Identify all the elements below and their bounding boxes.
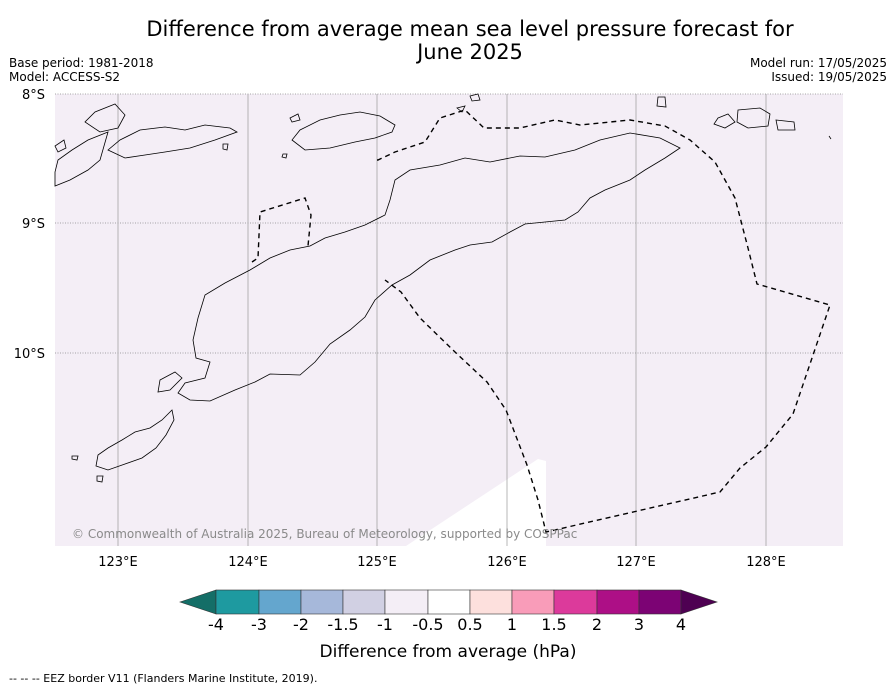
colorbar-segment	[258, 589, 302, 615]
longitude-labels: 123°E 124°E 125°E 126°E 127°E 128°E	[98, 555, 786, 570]
leti-coastline	[713, 113, 736, 129]
small-islet-east	[828, 135, 832, 140]
lakor-coastline	[775, 119, 796, 131]
ndao-coastline	[71, 455, 79, 461]
colorbar-segment	[300, 589, 344, 615]
atauro-coastline	[289, 113, 301, 123]
coastlines	[54, 93, 832, 483]
colorbar-segment	[469, 589, 513, 615]
colorbar-segment	[384, 589, 429, 615]
colorbar-tick-label: -2	[293, 615, 309, 634]
colorbar-extend-low	[179, 589, 217, 615]
colorbar-ticks: -4 -3 -2 -1.5 -1 -0.5 0.5 1 1.5 2 3 4	[208, 615, 686, 634]
colorbar-segment	[427, 589, 471, 615]
map-area	[55, 94, 843, 546]
kisar-coastline	[656, 96, 667, 108]
wetar-coastline	[291, 111, 396, 151]
no-data-region	[406, 459, 546, 546]
timor-coastline	[177, 132, 681, 402]
colorbar-segment	[638, 589, 682, 615]
eez-border-west	[251, 197, 312, 263]
colorbar-segment	[511, 589, 555, 615]
colorbar	[179, 589, 718, 615]
colorbar-segment	[215, 589, 260, 615]
colorbar-tick-label: -1.5	[327, 615, 358, 634]
alor-coastline	[107, 124, 238, 159]
lat-label: 8°S	[22, 88, 45, 103]
islet-north	[469, 93, 481, 102]
map-title: Difference from average mean sea level p…	[0, 18, 896, 64]
copyright-text: © Commonwealth of Australia 2025, Bureau…	[72, 527, 577, 541]
colorbar-tick-label: -4	[208, 615, 224, 634]
lat-label: 9°S	[22, 217, 45, 232]
meta-right: Model run: 17/05/2025 Issued: 19/05/2025	[750, 56, 887, 84]
eez-border	[251, 109, 831, 533]
meridians	[117, 94, 767, 546]
issued-date: Issued: 19/05/2025	[771, 70, 887, 84]
latitude-labels: 8°S 9°S 10°S	[14, 88, 45, 362]
colorbar-tick-label: 2	[592, 615, 602, 634]
model-name: Model: ACCESS-S2	[9, 70, 121, 84]
colorbar-tick-label: -0.5	[412, 615, 443, 634]
base-period: Base period: 1981-2018	[9, 56, 154, 70]
small-island-3	[281, 153, 288, 159]
moa-coastline	[736, 107, 771, 129]
colorbar-tick-label: 1	[507, 615, 517, 634]
meta-left: Base period: 1981-2018 Model: ACCESS-S2	[9, 56, 154, 84]
colorbar-tick-label: -1	[377, 615, 393, 634]
colorbar-tick-label: 3	[634, 615, 644, 634]
colorbar-tick-label: -3	[251, 615, 267, 634]
lon-label: 128°E	[746, 555, 786, 570]
islet-north-2	[456, 105, 466, 113]
rote-coastline	[95, 409, 175, 471]
colorbar-segment	[342, 589, 386, 615]
eez-legend: -- -- -- EEZ border V11 (Flanders Marine…	[9, 672, 318, 685]
semau-coastline	[157, 371, 183, 393]
lon-label: 127°E	[616, 555, 656, 570]
colorbar-tick-label: 0.5	[457, 615, 482, 634]
colorbar-title: Difference from average (hPa)	[320, 642, 577, 662]
islet-rote	[96, 475, 104, 483]
colorbar-segment	[553, 589, 598, 615]
colorbar-tick-label: 4	[676, 615, 686, 634]
lon-label: 125°E	[357, 555, 397, 570]
lon-label: 126°E	[487, 555, 527, 570]
small-island-2	[222, 143, 229, 151]
model-run: Model run: 17/05/2025	[749, 56, 887, 70]
lon-label: 123°E	[98, 555, 138, 570]
colorbar-segment	[596, 589, 640, 615]
pantar-coastline	[84, 103, 126, 133]
title-line-1: Difference from average mean sea level p…	[146, 17, 794, 41]
lat-label: 10°S	[14, 347, 45, 362]
eez-border-north	[377, 109, 831, 533]
colorbar-extend-high	[680, 589, 718, 615]
small-island-1	[54, 139, 67, 153]
lembata-coastline	[54, 131, 109, 187]
colorbar-tick-label: 1.5	[541, 615, 566, 634]
title-line-2: June 2025	[417, 40, 523, 64]
lon-label: 124°E	[228, 555, 268, 570]
